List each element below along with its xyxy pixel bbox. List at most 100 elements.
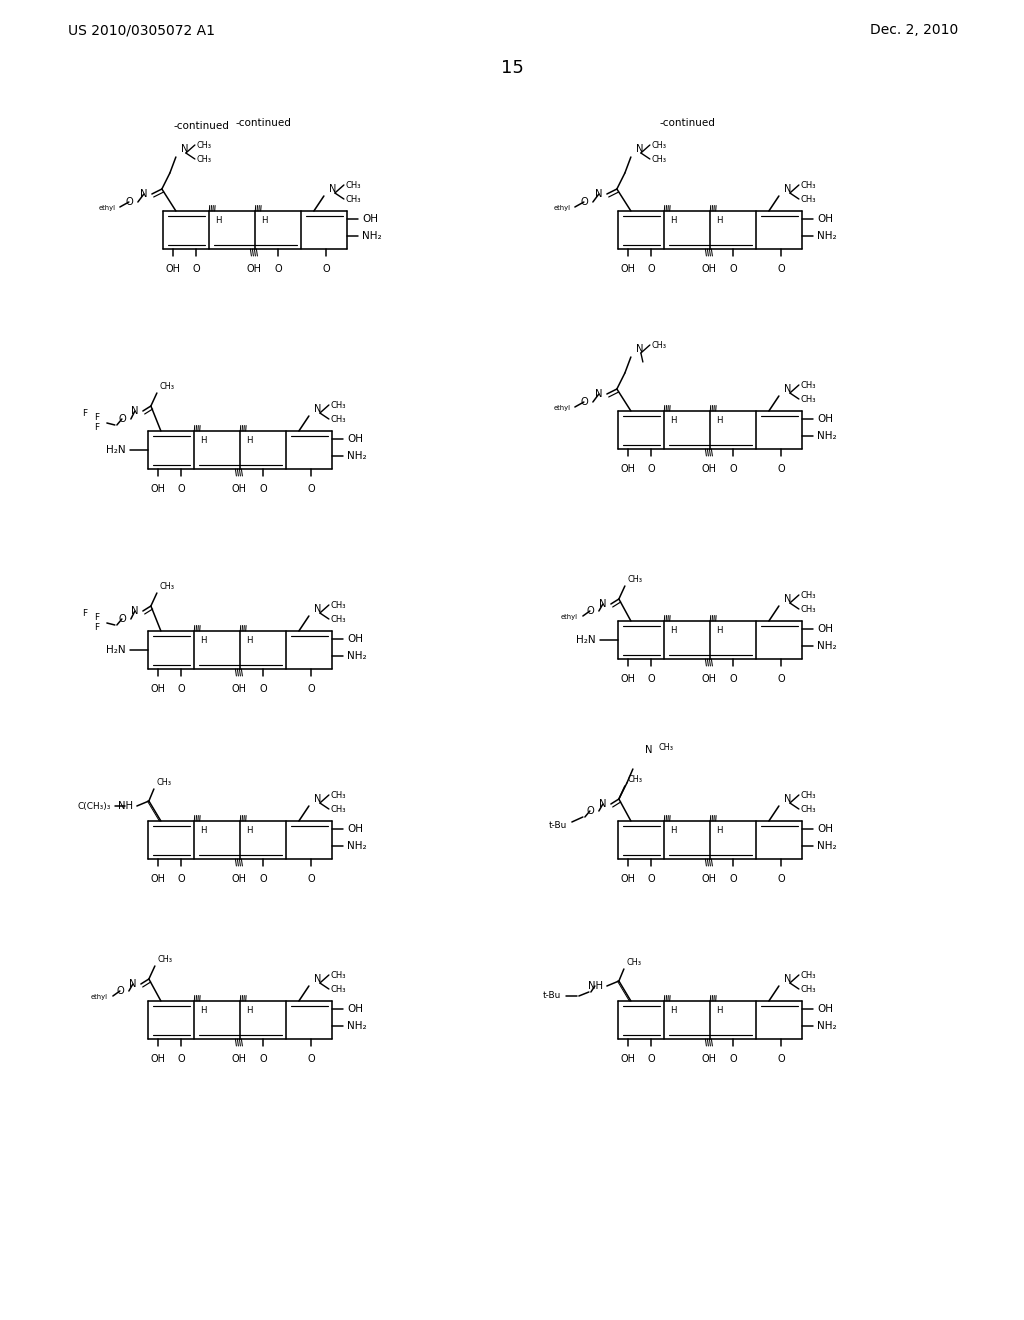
Text: NH₂: NH₂ xyxy=(347,1020,367,1031)
Text: OH: OH xyxy=(151,484,166,494)
Text: O: O xyxy=(647,1053,655,1064)
Text: O: O xyxy=(581,197,588,207)
Text: O: O xyxy=(729,465,737,474)
Text: NH₂: NH₂ xyxy=(817,1020,837,1031)
Text: N: N xyxy=(131,407,139,416)
Text: N: N xyxy=(314,795,322,804)
Text: F: F xyxy=(94,412,99,421)
Text: H: H xyxy=(246,436,252,445)
Text: CH₃: CH₃ xyxy=(157,777,172,787)
Text: O: O xyxy=(777,264,785,275)
Text: H: H xyxy=(670,826,676,836)
Text: NH₂: NH₂ xyxy=(362,231,382,240)
Text: OH: OH xyxy=(701,874,717,884)
Text: O: O xyxy=(193,264,200,275)
Text: OH: OH xyxy=(817,214,833,224)
Text: -continued: -continued xyxy=(174,121,229,131)
Text: F: F xyxy=(82,408,87,417)
Text: CH₃: CH₃ xyxy=(652,341,667,350)
Text: CH₃: CH₃ xyxy=(658,742,674,751)
Text: O: O xyxy=(116,986,124,997)
Text: O: O xyxy=(777,675,785,684)
Text: H₂N: H₂N xyxy=(577,635,596,645)
Text: O: O xyxy=(118,614,126,624)
Text: CH₃: CH₃ xyxy=(331,804,346,813)
Text: ethyl: ethyl xyxy=(554,405,571,411)
Text: 15: 15 xyxy=(501,59,523,77)
Text: ethyl: ethyl xyxy=(554,205,571,211)
Text: NH₂: NH₂ xyxy=(347,450,367,461)
Text: CH₃: CH₃ xyxy=(331,615,346,623)
Text: H: H xyxy=(670,416,676,425)
Text: H: H xyxy=(200,1006,206,1015)
Text: OH: OH xyxy=(621,264,636,275)
Text: OH: OH xyxy=(817,624,833,635)
Text: N: N xyxy=(314,974,322,983)
Text: O: O xyxy=(259,484,267,494)
Text: CH₃: CH₃ xyxy=(331,970,346,979)
Text: N: N xyxy=(784,183,792,194)
Text: N: N xyxy=(645,744,652,755)
Text: US 2010/0305072 A1: US 2010/0305072 A1 xyxy=(68,22,215,37)
Text: CH₃: CH₃ xyxy=(331,400,346,409)
Text: H: H xyxy=(716,416,722,425)
Text: H: H xyxy=(246,636,252,645)
Text: CH₃: CH₃ xyxy=(801,181,816,190)
Text: N: N xyxy=(595,189,603,199)
Text: OH: OH xyxy=(151,874,166,884)
Text: OH: OH xyxy=(621,675,636,684)
Text: OH: OH xyxy=(817,825,833,834)
Text: CH₃: CH₃ xyxy=(801,605,816,614)
Text: CH₃: CH₃ xyxy=(652,154,667,164)
Text: O: O xyxy=(647,675,655,684)
Text: OH: OH xyxy=(231,874,247,884)
Text: t-Bu: t-Bu xyxy=(549,821,567,829)
Text: O: O xyxy=(307,1053,315,1064)
Text: H: H xyxy=(716,626,722,635)
Text: N: N xyxy=(314,605,322,614)
Text: N: N xyxy=(784,795,792,804)
Text: N: N xyxy=(131,606,139,616)
Text: H: H xyxy=(246,1006,252,1015)
Text: CH₃: CH₃ xyxy=(331,791,346,800)
Text: CH₃: CH₃ xyxy=(628,576,643,583)
Text: CH₃: CH₃ xyxy=(627,958,642,968)
Text: OH: OH xyxy=(817,414,833,424)
Text: OH: OH xyxy=(621,874,636,884)
Text: N: N xyxy=(784,384,792,393)
Text: ethyl: ethyl xyxy=(99,205,116,211)
Text: O: O xyxy=(323,264,330,275)
Text: CH₃: CH₃ xyxy=(801,970,816,979)
Text: O: O xyxy=(647,874,655,884)
Text: CH₃: CH₃ xyxy=(331,414,346,424)
Text: OH: OH xyxy=(347,825,362,834)
Text: C(CH₃)₃: C(CH₃)₃ xyxy=(78,801,111,810)
Text: O: O xyxy=(259,684,267,694)
Text: H: H xyxy=(670,216,676,224)
Text: N: N xyxy=(599,799,607,809)
Text: t-Bu: t-Bu xyxy=(543,991,561,1001)
Text: F: F xyxy=(94,612,99,622)
Text: N: N xyxy=(599,599,607,609)
Text: CH₃: CH₃ xyxy=(158,954,173,964)
Text: N: N xyxy=(329,183,336,194)
Text: N: N xyxy=(784,974,792,983)
Text: CH₃: CH₃ xyxy=(652,140,667,149)
Text: ethyl: ethyl xyxy=(91,994,108,1001)
Text: O: O xyxy=(307,874,315,884)
Text: O: O xyxy=(647,465,655,474)
Text: NH₂: NH₂ xyxy=(817,640,837,651)
Text: O: O xyxy=(729,1053,737,1064)
Text: OH: OH xyxy=(701,465,717,474)
Text: CH₃: CH₃ xyxy=(197,140,212,149)
Text: CH₃: CH₃ xyxy=(628,775,643,784)
Text: NH₂: NH₂ xyxy=(817,841,837,850)
Text: OH: OH xyxy=(247,264,262,275)
Text: CH₃: CH₃ xyxy=(801,791,816,800)
Text: O: O xyxy=(259,874,267,884)
Text: OH: OH xyxy=(701,1053,717,1064)
Text: O: O xyxy=(125,197,133,207)
Text: CH₃: CH₃ xyxy=(160,381,175,391)
Text: CH₃: CH₃ xyxy=(801,194,816,203)
Text: O: O xyxy=(586,606,594,616)
